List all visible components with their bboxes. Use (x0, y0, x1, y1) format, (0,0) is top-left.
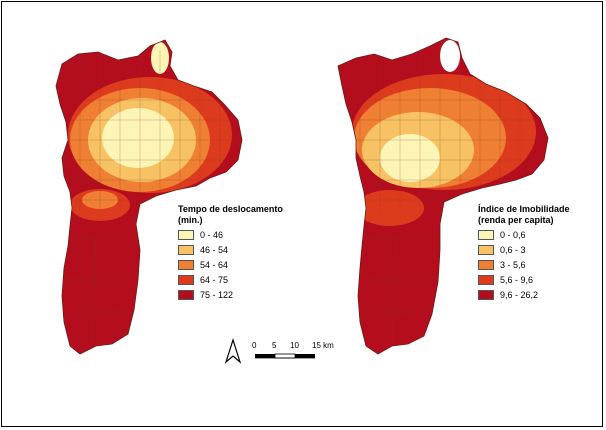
zone-class-1 (102, 108, 174, 168)
legend-label: 9,6 - 26,2 (500, 289, 539, 300)
legend-swatch (478, 274, 494, 285)
legend-swatch (478, 289, 494, 300)
legend-item: 46 - 54 (178, 243, 283, 256)
legend-label: 0,6 - 3 (500, 244, 526, 255)
map-travel-time (56, 40, 242, 354)
legend-item: 3 - 5,6 (478, 258, 570, 271)
legend-label: 3 - 5,6 (500, 259, 526, 270)
legend-item: 5,6 - 9,6 (478, 273, 570, 286)
legend-label: 5,6 - 9,6 (500, 274, 534, 285)
legend-item: 75 - 122 (178, 288, 283, 301)
legend-label: 0 - 0,6 (500, 229, 526, 240)
legend-item: 0 - 46 (178, 228, 283, 241)
scale-bar (255, 353, 315, 359)
legend-item: 54 - 64 (178, 258, 283, 271)
legend-label: 54 - 64 (200, 259, 229, 270)
map-immobility-index (338, 38, 548, 354)
legend-immobility-index: Índice de Imobilidade (renda per capita)… (478, 204, 570, 301)
legend-swatch (178, 244, 194, 255)
legend-title: Índice de Imobilidade (478, 204, 570, 214)
legend-swatch (178, 229, 194, 240)
legend-item: 0,6 - 3 (478, 243, 570, 256)
scale-tick-5: 5 (272, 341, 277, 350)
legend-swatch (178, 274, 194, 285)
scale-tick-10: 10 (290, 341, 299, 350)
scale-tick-0: 0 (252, 341, 257, 350)
legend-label: 75 - 122 (200, 289, 234, 300)
legend-swatch (478, 259, 494, 270)
district-boundaries (60, 50, 240, 347)
legend-swatch (178, 259, 194, 270)
legend-label: 64 - 75 (200, 274, 229, 285)
legend-travel-time: Tempo de deslocamento (min.) 0 - 46 46 -… (178, 204, 283, 301)
legend-swatch (178, 289, 194, 300)
legend-subtitle: (min.) (178, 215, 203, 225)
legend-subtitle: (renda per capita) (478, 215, 554, 225)
zone-south-mid (356, 190, 424, 226)
district-boundaries (340, 40, 548, 347)
scale-tick-15km: 15 km (312, 341, 334, 350)
legend-swatch (478, 229, 494, 240)
legend-item: 9,6 - 26,2 (478, 288, 570, 301)
legend-label: 0 - 46 (200, 229, 224, 240)
legend-swatch (478, 244, 494, 255)
north-arrow-icon (224, 338, 242, 364)
zone-class-1 (380, 134, 440, 182)
legend-label: 46 - 54 (200, 244, 229, 255)
legend-item: 64 - 75 (178, 273, 283, 286)
zone-north-white (440, 40, 460, 72)
legend-title: Tempo de deslocamento (178, 204, 283, 214)
legend-item: 0 - 0,6 (478, 228, 570, 241)
